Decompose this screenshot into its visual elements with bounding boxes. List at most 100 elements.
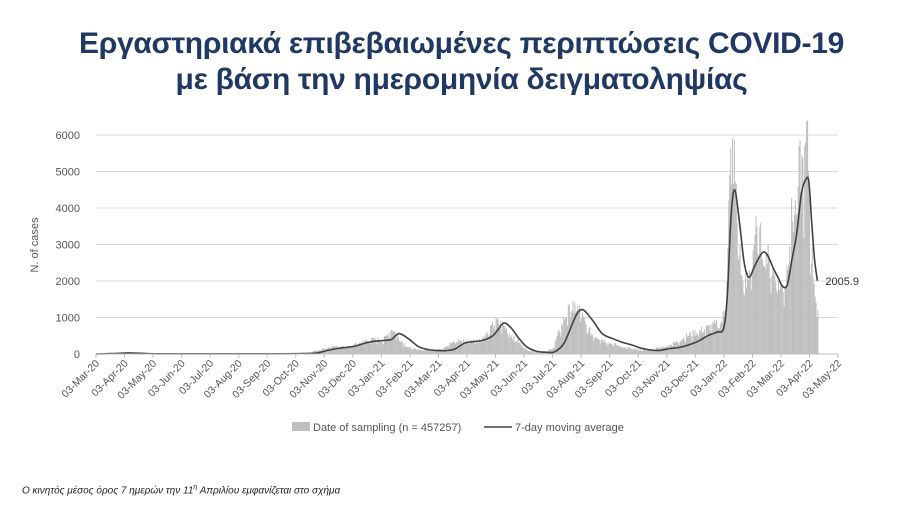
bar (384, 335, 386, 354)
x-axis-ticks: 03-Mar-2003-Apr-2003-May-2003-Jun-2003-J… (59, 354, 844, 402)
bar (756, 226, 758, 354)
bar (417, 348, 419, 354)
bar (506, 334, 508, 354)
bar (473, 339, 475, 354)
bar (377, 337, 379, 354)
bar (754, 234, 756, 354)
bar (439, 349, 441, 354)
bar (337, 348, 339, 354)
bar (795, 215, 797, 354)
bar (496, 319, 498, 354)
bar (627, 347, 629, 354)
bar (401, 341, 403, 354)
last-value-annotation: 2005.9 (825, 276, 859, 288)
footnote-superscript: η (193, 484, 198, 491)
bar (375, 339, 377, 354)
bar (399, 342, 401, 354)
bar (416, 349, 418, 354)
bar (466, 342, 468, 354)
bar (671, 344, 673, 354)
bar (540, 352, 542, 354)
bar (559, 332, 561, 354)
bar (521, 344, 523, 354)
bar (573, 312, 575, 354)
bar (588, 327, 590, 354)
y-tick-label: 1000 (56, 313, 80, 325)
bar (383, 336, 386, 354)
bar (762, 265, 765, 354)
bar (522, 347, 524, 354)
bar (697, 334, 699, 354)
bar (475, 341, 477, 354)
bar (476, 342, 478, 354)
bar (560, 336, 562, 354)
bar (641, 351, 643, 354)
bar (465, 341, 467, 354)
bar (336, 346, 338, 354)
bar (459, 341, 461, 354)
bar (799, 139, 801, 354)
bar (603, 342, 605, 354)
bar (773, 272, 775, 354)
bar (474, 342, 476, 354)
bar (643, 349, 645, 354)
bar (696, 332, 698, 354)
bar (387, 336, 389, 354)
legend: Date of sampling (n = 457257) 7-day movi… (292, 422, 624, 434)
bar (612, 346, 614, 354)
bar (769, 277, 771, 354)
bar (719, 323, 721, 354)
bar (504, 326, 506, 354)
bar (426, 350, 428, 354)
bar (752, 250, 754, 354)
bar (519, 342, 521, 354)
bar (601, 339, 603, 354)
bar (785, 287, 787, 354)
bar (753, 245, 755, 354)
bar (334, 347, 336, 354)
legend-label-bars: Date of sampling (n = 457257) (313, 422, 461, 434)
bar (778, 290, 780, 354)
bar (786, 265, 788, 354)
bar (765, 255, 767, 354)
bar (802, 158, 804, 354)
bar (701, 332, 704, 354)
bar (364, 340, 366, 354)
bar (732, 183, 734, 354)
bar (748, 270, 750, 354)
bar (789, 246, 791, 354)
bar (315, 349, 317, 354)
bar (729, 174, 731, 354)
bar (623, 348, 625, 354)
footnote-text-end: Απριλίου εμφανίζεται στο σχήμα (197, 485, 341, 497)
bar (449, 342, 451, 354)
bar (648, 350, 650, 354)
bar (710, 324, 712, 354)
bar (381, 342, 383, 354)
bar (349, 345, 351, 354)
bar (551, 348, 553, 354)
bar (649, 349, 651, 354)
bar (670, 345, 672, 354)
bar (370, 337, 372, 354)
bar (774, 275, 776, 354)
bar (481, 341, 483, 354)
bar (739, 244, 741, 354)
bar (332, 346, 334, 354)
bar (393, 330, 395, 354)
bar (329, 347, 331, 354)
bar (485, 333, 487, 354)
bar (807, 120, 809, 355)
bar (708, 325, 710, 354)
bar (807, 171, 810, 354)
bar (479, 340, 481, 354)
bar (435, 351, 437, 354)
bar (608, 344, 610, 354)
bar (740, 274, 742, 354)
bar (566, 325, 568, 354)
bar (815, 302, 817, 354)
bar (509, 337, 511, 354)
bar (628, 347, 630, 354)
bar (718, 328, 720, 354)
bar (461, 344, 463, 354)
